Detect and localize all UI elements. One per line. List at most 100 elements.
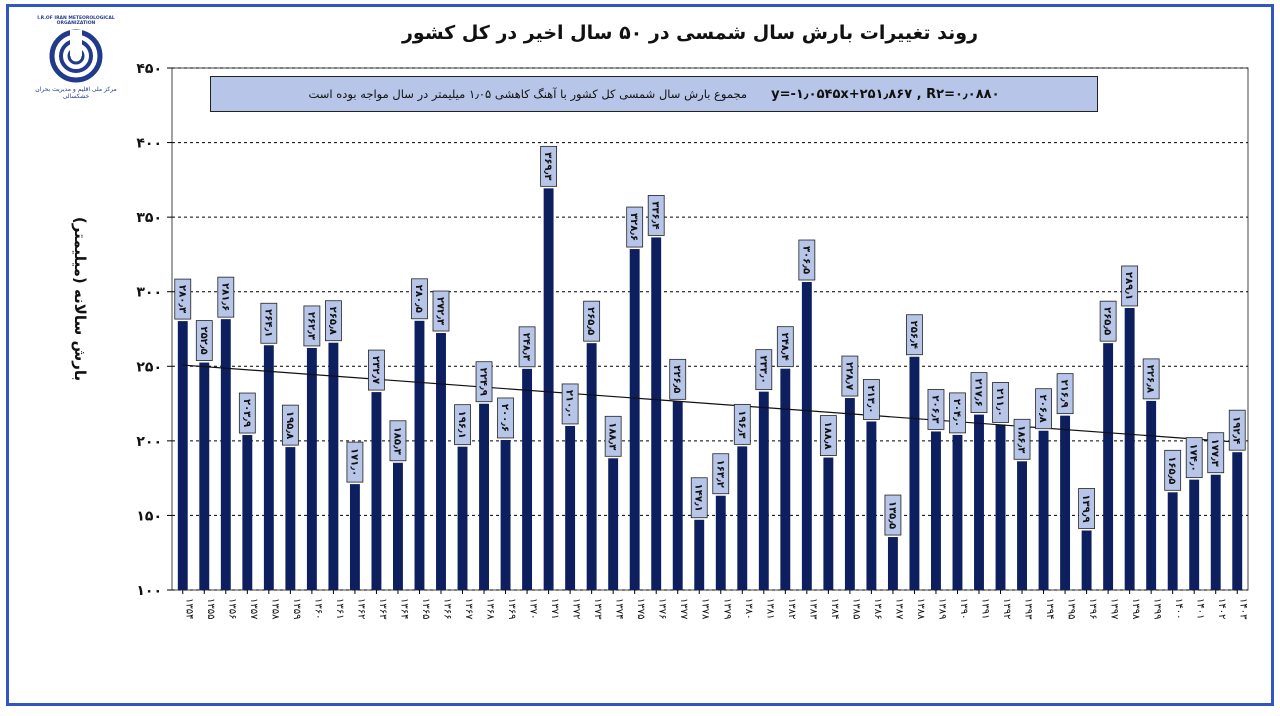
data-label: ۱۶۵٫۵	[1164, 449, 1182, 491]
bar	[543, 188, 554, 591]
data-label-box	[1185, 437, 1203, 479]
bar	[1038, 430, 1049, 590]
bar	[1232, 452, 1243, 590]
data-label-text: ۱۶۳٫۲	[714, 460, 725, 488]
bar	[823, 457, 834, 590]
data-label-box	[669, 358, 687, 400]
bar	[436, 333, 446, 590]
data-label-box	[475, 361, 493, 403]
bar	[629, 249, 640, 590]
data-label: ۲۴۸٫۳	[518, 326, 536, 368]
data-label-box	[411, 278, 428, 320]
x-tick-label: ۱۳۵۶	[226, 598, 237, 619]
data-label-box	[841, 355, 859, 397]
data-label: ۱۹۲٫۴	[1228, 409, 1246, 451]
y-tick-label: ۳۰۰	[136, 285, 162, 301]
x-tick-label: ۱۳۵۷	[248, 598, 259, 620]
bar	[199, 362, 210, 590]
data-label-text: ۳۰۶٫۵	[800, 246, 811, 274]
data-label-text: ۲۴۸٫۴	[779, 333, 790, 361]
bar	[522, 368, 533, 590]
data-label-box	[1164, 449, 1182, 491]
data-label: ۲۳۲٫۷	[368, 349, 385, 391]
bar	[715, 495, 726, 590]
y-tick-label: ۱۵۰	[136, 508, 162, 524]
data-label-box	[1121, 265, 1139, 307]
bar	[780, 368, 791, 590]
organization-logo: I.R.OF IRAN METEOROLOGICAL ORGANIZATION …	[26, 12, 126, 108]
bar	[1189, 479, 1200, 590]
data-label-box	[863, 379, 880, 420]
x-tick-label: ۱۳۷۹	[721, 598, 732, 619]
data-label: ۲۶۲٫۳	[303, 305, 321, 347]
bar	[500, 439, 511, 590]
data-label-text: ۲۵۲٫۵	[198, 326, 209, 354]
data-label-box	[819, 415, 837, 456]
data-label-text: ۲۱۷٫۶	[973, 379, 984, 407]
data-label-box	[346, 441, 364, 483]
bar	[393, 462, 403, 590]
data-label-box	[1228, 409, 1246, 451]
data-label: ۳۳۶٫۴	[647, 195, 665, 236]
bar	[349, 484, 360, 590]
plot-area	[171, 67, 1249, 591]
y-tick-label: ۱۰۰	[136, 583, 162, 599]
trend-annotation-box: مجموع بارش سال شمسی کل کشور با آهنگ کاهش…	[210, 76, 1098, 112]
data-label-text: ۱۸۵٫۳	[391, 427, 402, 455]
data-label: ۲۸۰٫۵	[411, 278, 428, 320]
bar	[285, 447, 296, 590]
x-tick-label: ۱۳۸۹	[936, 598, 947, 619]
bar	[586, 343, 597, 590]
y-tick-label: ۲۰۰	[136, 434, 162, 450]
x-tick-label: ۱۳۹۴	[1044, 598, 1055, 619]
bar	[306, 347, 317, 590]
data-label-text: ۲۲۴٫۹	[478, 368, 489, 396]
bar	[479, 403, 489, 590]
data-label: ۲۳۳٫۰	[755, 349, 773, 391]
data-label-text: ۲۲۸٫۷	[843, 362, 854, 390]
data-label-box	[798, 239, 816, 281]
data-label: ۲۶۴٫۱	[260, 302, 278, 344]
data-label-text: ۱۹۵٫۸	[284, 411, 295, 439]
data-label-text: ۲۶۵٫۸	[327, 307, 338, 335]
data-label-box	[755, 349, 773, 391]
data-label-box	[432, 290, 450, 332]
x-tick-label: ۱۳۹۷	[1109, 598, 1120, 620]
bar	[801, 282, 812, 590]
data-label-text: ۲۲۶٫۵	[671, 365, 682, 393]
x-tick-label: ۱۳۷۷	[678, 598, 689, 620]
x-tick-label: ۱۳۶۲	[355, 598, 366, 619]
data-label-box	[647, 195, 665, 236]
data-label-box	[195, 320, 213, 361]
data-label: ۱۸۵٫۳	[389, 420, 407, 462]
data-label-box	[238, 392, 256, 434]
data-label-box	[992, 382, 1009, 423]
bar	[651, 237, 662, 591]
data-label: ۱۹۶٫۳	[733, 403, 751, 445]
data-label: ۲۸۱٫۶	[217, 276, 235, 318]
data-label-box	[690, 477, 708, 519]
data-label-text: ۲۰۴٫۰	[951, 399, 962, 427]
data-label: ۱۷۷٫۳	[1207, 432, 1225, 474]
data-label-box	[906, 314, 923, 356]
bar	[1103, 343, 1114, 590]
bar	[608, 458, 619, 590]
data-label: ۲۰۳٫۹	[238, 392, 256, 434]
y-tick-label: ۴۰۰	[136, 136, 162, 152]
data-label: ۲۶۵٫۵	[583, 300, 601, 342]
bar	[737, 446, 748, 590]
bar	[242, 435, 253, 590]
data-label: ۲۵۲٫۵	[195, 320, 213, 361]
x-tick-label: ۱۳۸۰	[743, 598, 754, 619]
data-label-box	[604, 415, 622, 457]
data-label: ۲۸۰٫۳	[174, 278, 192, 320]
data-label-text: ۲۶۵٫۵	[1102, 307, 1113, 335]
x-tick-label: ۱۳۶۴	[398, 598, 409, 619]
data-label: ۲۷۲٫۳	[432, 290, 450, 332]
data-label-box	[497, 397, 514, 439]
x-tick-label: ۱۳۵۹	[291, 598, 302, 619]
x-tick-label: ۱۳۷۴	[614, 598, 625, 619]
data-label-box	[1142, 358, 1160, 400]
data-label-box	[324, 300, 342, 342]
x-tick-label: ۱۳۷۰	[528, 598, 539, 619]
